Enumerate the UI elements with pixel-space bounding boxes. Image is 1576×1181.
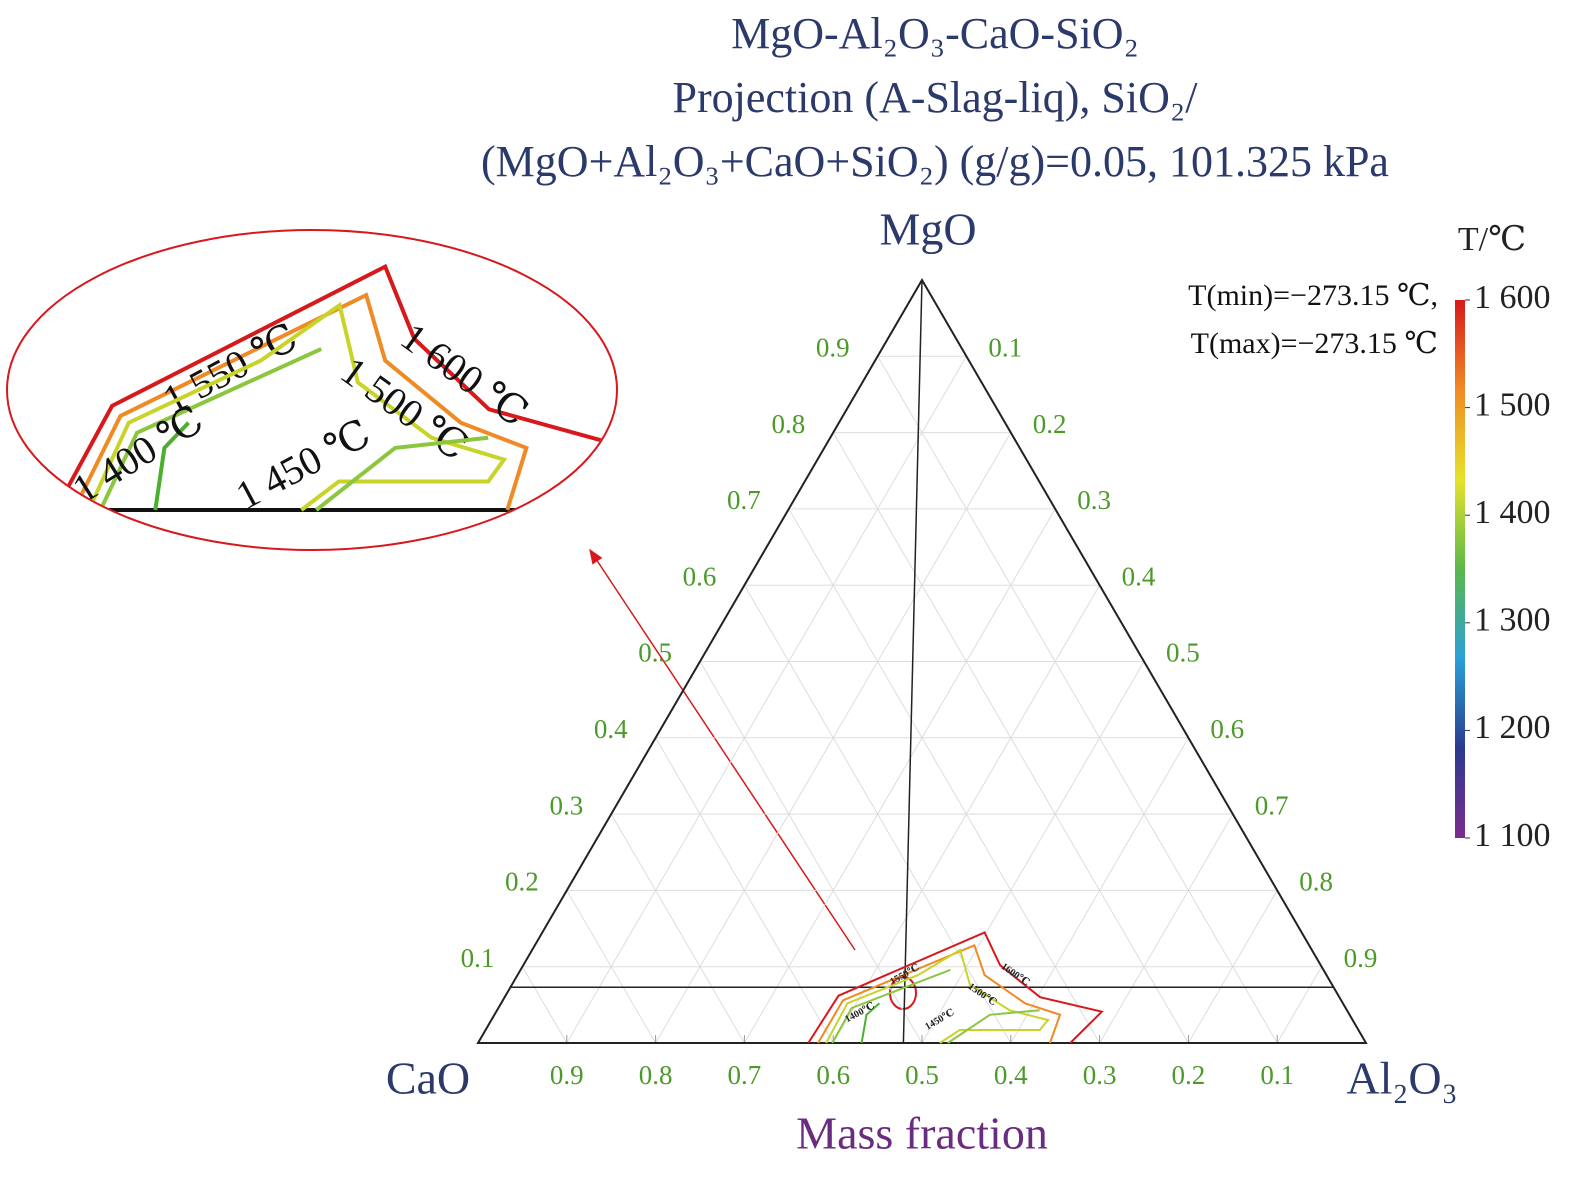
tick-label: 0.9 [816,333,850,363]
vertex-label: Al₂O₃ [1346,1053,1457,1104]
tick-label: 0.5 [638,638,672,668]
grid [521,355,1323,1044]
colorbar-tick-label: 1 600 [1474,279,1551,316]
tick-label: 0.5 [905,1060,939,1090]
colorbar-tick-label: 1 500 [1474,386,1551,423]
tick-label: 0.7 [727,485,761,515]
colorbar-tick-label: 1 400 [1474,494,1551,531]
title-line: (MgO+Al₂O₃+CaO+SiO₂) (g/g)=0.05, 101.325… [481,137,1389,186]
tick-label: 0.4 [994,1060,1028,1090]
colorbar-tick-label: 1 200 [1474,709,1551,746]
grid-line [566,890,657,1044]
inset-isotherm [98,347,489,512]
grid-line [921,661,1145,1044]
tick-label: 0.7 [728,1060,762,1090]
inset-isotherm [72,292,529,511]
grid-line [1099,813,1234,1044]
tick-label: 0.3 [1077,485,1111,515]
isotherm-label: 1500℃ [966,981,999,1008]
zoom-arrow [589,548,856,951]
tick-label: 0.2 [1033,409,1067,439]
tick-label: 0.8 [639,1060,673,1090]
title-line: Projection (A-Slag-liq), SiO₂/ [673,73,1199,122]
colorbar-title: T/℃ [1458,221,1526,258]
triangle-frame [476,278,1368,1044]
tick-label: 0.7 [1255,790,1289,820]
tick-label: 0.4 [594,714,628,744]
tick-label: 0.6 [816,1060,850,1090]
grid-line [655,737,834,1044]
tick-label: 0.2 [505,867,539,897]
tick-label: 0.9 [1344,943,1378,973]
tick-label: 0.1 [988,333,1022,363]
isotherm-label: 1600℃ [999,961,1032,988]
annotation: T(min)=−273.15 ℃, [1188,279,1438,312]
grid-line [877,356,1278,1044]
vertex-label: CaO [386,1053,470,1104]
colorbar-tick-label: 1 100 [1474,817,1551,854]
inset-isotherm [153,421,190,511]
tick-label: 0.3 [1083,1060,1117,1090]
tick-label: 0.1 [461,943,495,973]
tick-label: 0.6 [1210,714,1244,744]
grid-line [1276,966,1323,1044]
vertex-label: MgO [879,204,976,255]
axis-label: Mass fraction [796,1108,1048,1159]
isotherm [860,1002,881,1044]
isotherm [817,943,1062,1044]
tick-label: 0.5 [1166,638,1200,668]
grid-line [566,356,967,1044]
colorbar-tick-label: 1 300 [1474,602,1551,639]
tick-label: 0.3 [549,790,583,820]
colorbar [1455,300,1465,838]
grid-line [521,966,568,1044]
isotherm-label: 1450℃ [923,1007,956,1033]
title-line: MgO-Al₂O₃-CaO-SiO₂ [731,9,1139,58]
grid-line [699,661,923,1044]
tick-label: 0.8 [1299,867,1333,897]
grid-line [610,813,745,1044]
grid-line [832,432,1189,1044]
tick-label: 0.8 [771,409,805,439]
inset-isotherm [86,301,508,512]
grid-line [743,584,1012,1044]
tick-label: 0.6 [683,561,717,591]
isotherm [807,931,1104,1044]
tick-label: 0.4 [1122,561,1156,591]
isotherm [825,948,1050,1044]
annotation: T(max)=−273.15 ℃ [1191,327,1438,360]
tick-label: 0.1 [1260,1060,1294,1090]
reference-line [902,279,923,1044]
tick-label: 0.2 [1172,1060,1206,1090]
isotherm [831,968,1040,1044]
grid-line [743,508,1056,1044]
tick-label: 0.9 [550,1060,584,1090]
grid-line [788,508,1101,1044]
